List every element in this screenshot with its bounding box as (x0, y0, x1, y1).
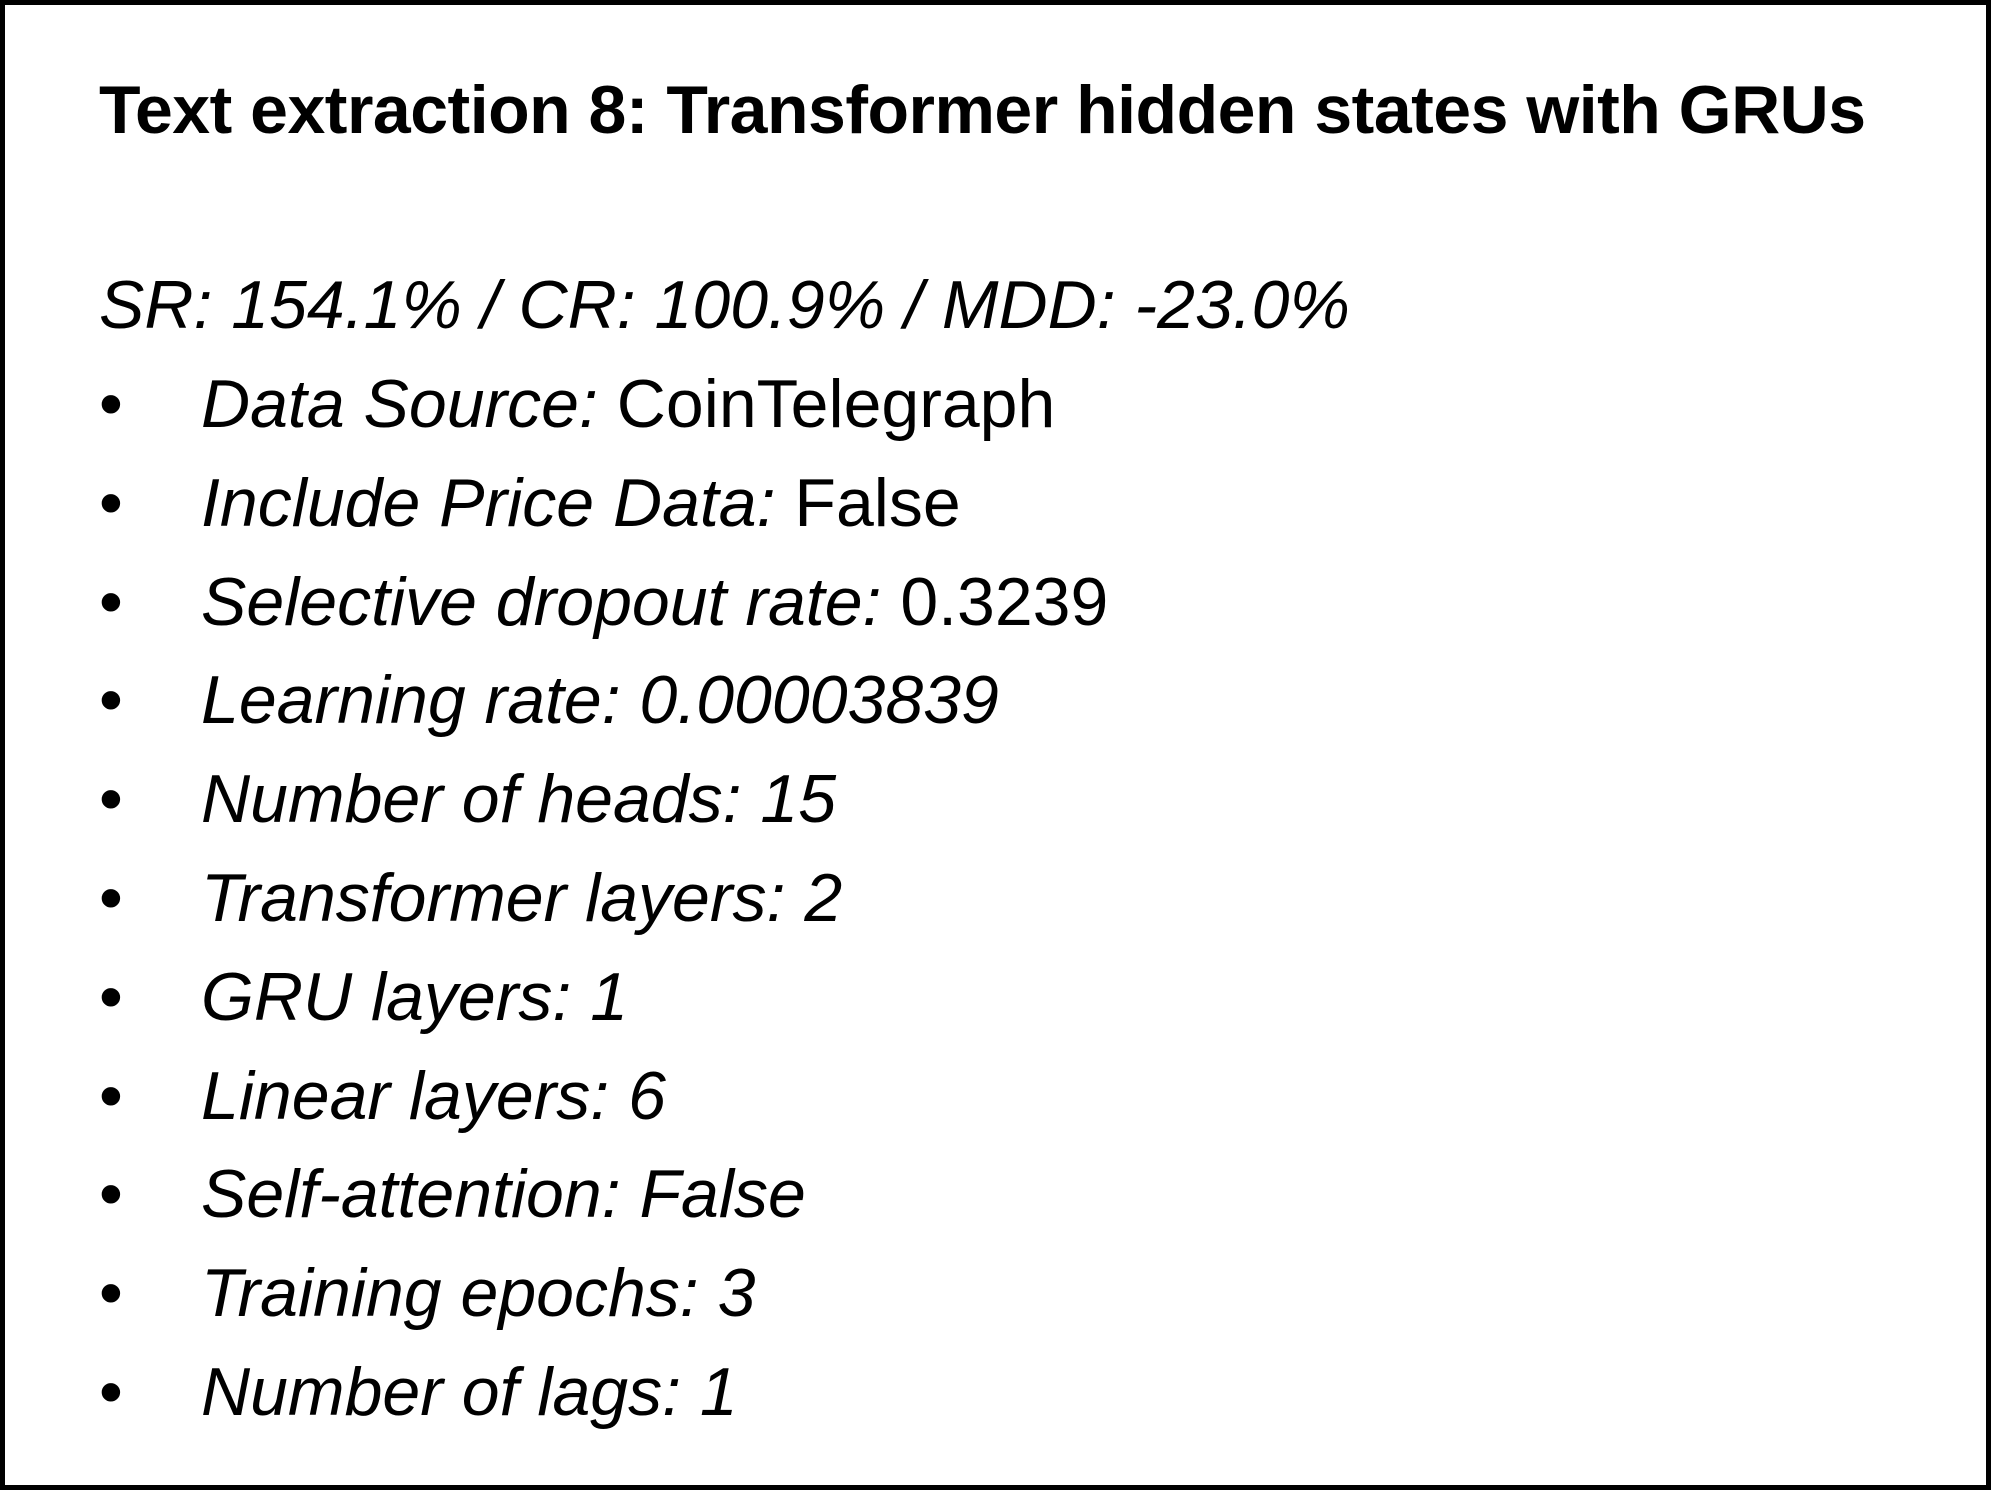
parameter-label: Selective dropout rate: (201, 563, 882, 640)
bullet-icon: • (99, 662, 123, 739)
parameter-label: Include Price Data: (201, 464, 776, 541)
parameter-label: Training epochs: (201, 1255, 699, 1332)
parameter-label: Number of heads: (201, 761, 742, 838)
bullet-icon: • (99, 366, 123, 442)
parameter-value: 0.3239 (900, 563, 1109, 640)
parameter-value: 1 (699, 1353, 738, 1430)
parameter-label: Learning rate: (201, 662, 621, 739)
bullet-icon: • (99, 1255, 123, 1332)
bullet-icon: • (99, 1156, 123, 1233)
parameter-value: 2 (804, 859, 843, 936)
bullet-icon: • (99, 958, 123, 1035)
parameter-value: 1 (590, 958, 629, 1035)
bullet-icon: • (99, 1057, 123, 1134)
bullet-icon: • (99, 464, 123, 541)
parameter-value: 3 (717, 1255, 756, 1332)
parameter-value: 6 (628, 1057, 666, 1134)
parameter-value: CoinTelegraph (616, 366, 1056, 442)
parameter-value: False (794, 464, 961, 541)
parameter-label: Data Source: (201, 366, 598, 442)
parameter-value: False (639, 1156, 806, 1233)
bullet-icon: • (99, 1353, 123, 1430)
bullet-icon: • (99, 563, 123, 640)
parameter-label: Self-attention: (201, 1156, 621, 1233)
parameter-value: 0.00003839 (639, 662, 999, 739)
parameter-label: Number of lags: (201, 1353, 681, 1430)
card-title: Text extraction 8: Transformer hidden st… (99, 72, 1866, 148)
performance-metrics: SR: 154.1% / CR: 100.9% / MDD: -23.0% (99, 267, 1350, 343)
parameter-label: Linear layers: (201, 1057, 610, 1134)
parameter-value: 15 (760, 761, 837, 838)
parameter-label: Transformer layers: (201, 859, 786, 936)
bullet-icon: • (99, 761, 123, 838)
parameter-label: GRU layers: (201, 958, 572, 1035)
bullet-icon: • (99, 859, 123, 936)
